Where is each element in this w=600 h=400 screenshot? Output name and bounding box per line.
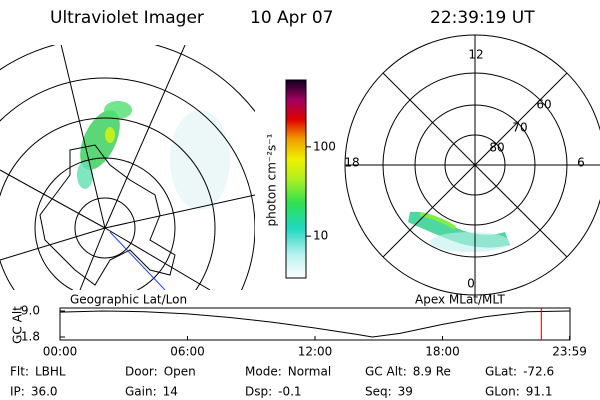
info-value: LBHL [35,365,66,379]
info-value: -72.6 [523,365,554,379]
lat-label: 80 [489,141,504,155]
info-value: 8.9 Re [413,365,451,379]
info-label: Seq: [365,385,392,399]
y-tick-label: 1.8 [21,330,40,344]
info-label: Flt: [10,365,29,379]
date: 10 Apr 07 [250,8,333,28]
lat-label: 70 [512,121,527,135]
lat-label: 60 [536,98,551,112]
x-tick-label: 00:00 [43,345,78,359]
x-tick-label: 18:00 [425,345,460,359]
info-value: 91.1 [526,385,553,399]
mlt-panel [344,34,600,296]
info-value: 14 [163,385,178,399]
panel-label: Geographic Lat/Lon [70,293,187,307]
info-label: Gain: [125,385,157,399]
panel-label: Apex MLat/MLT [415,293,505,307]
info-label: GLat: [485,365,517,379]
title: Ultraviolet Imager [50,8,204,28]
info-value: 39 [398,385,413,399]
color-bar-tick-label: 10 [313,229,328,243]
mlt-label: 12 [468,48,483,62]
info-label: Mode: [245,365,282,379]
info-label: GLon: [485,385,520,399]
x-tick-label: 06:00 [170,345,205,359]
info-value: Open [164,365,196,379]
plot-frame [59,307,571,341]
color-bar-label: photon cm⁻²s⁻¹ [265,133,279,226]
info-value: 36.0 [31,385,58,399]
y-axis-label: GC Alt [11,306,25,344]
mlt-label: 6 [577,156,585,170]
info-label: IP: [10,385,25,399]
geographic-panel [0,45,255,290]
color-bar [285,79,307,279]
y-tick-label: 9.0 [21,304,40,318]
x-tick-label: 12:00 [298,345,333,359]
info-value: Normal [288,365,331,379]
info-label: GC Alt: [365,365,407,379]
info-value: -0.1 [278,385,301,399]
info-label: Door: [125,365,158,379]
altitude-line [59,310,570,338]
info-label: Dsp: [245,385,272,399]
x-tick-label: 23:59 [552,345,587,359]
time: 22:39:19 UT [430,8,535,28]
color-bar-tick-label: 100 [313,139,336,153]
mlt-label: 0 [467,277,475,291]
mlt-label: 18 [344,156,359,170]
